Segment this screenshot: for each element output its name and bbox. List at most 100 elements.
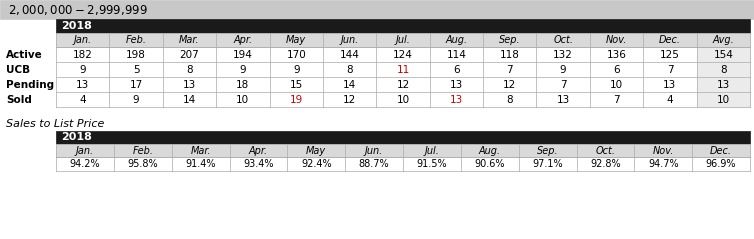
Text: Aug.: Aug. bbox=[479, 146, 501, 156]
Text: Sales to List Price: Sales to List Price bbox=[6, 119, 104, 129]
Text: 18: 18 bbox=[236, 80, 250, 89]
Text: 2018: 2018 bbox=[61, 21, 92, 31]
Text: Jul.: Jul. bbox=[425, 146, 440, 156]
Text: 14: 14 bbox=[343, 80, 356, 89]
Bar bbox=[56, 92, 697, 107]
Text: 13: 13 bbox=[556, 94, 570, 104]
Text: 13: 13 bbox=[449, 94, 463, 104]
Text: 92.8%: 92.8% bbox=[590, 159, 621, 169]
Text: Dec.: Dec. bbox=[710, 146, 732, 156]
Bar bbox=[56, 33, 750, 47]
Text: 19: 19 bbox=[290, 94, 303, 104]
Text: 144: 144 bbox=[340, 49, 360, 60]
Text: Sold: Sold bbox=[6, 94, 32, 104]
Text: 9: 9 bbox=[293, 65, 299, 75]
Text: 90.6%: 90.6% bbox=[474, 159, 505, 169]
Text: 124: 124 bbox=[393, 49, 413, 60]
Text: 8: 8 bbox=[186, 65, 193, 75]
Text: Pending: Pending bbox=[6, 80, 54, 89]
Text: 12: 12 bbox=[343, 94, 356, 104]
Text: Oct.: Oct. bbox=[553, 35, 573, 45]
Text: 91.4%: 91.4% bbox=[185, 159, 216, 169]
Text: 9: 9 bbox=[133, 94, 139, 104]
Text: 92.4%: 92.4% bbox=[301, 159, 332, 169]
Text: May: May bbox=[306, 146, 326, 156]
Text: 154: 154 bbox=[713, 49, 733, 60]
Text: 17: 17 bbox=[130, 80, 143, 89]
Text: 93.4%: 93.4% bbox=[244, 159, 274, 169]
Text: 12: 12 bbox=[503, 80, 516, 89]
Text: 7: 7 bbox=[613, 94, 620, 104]
Text: Mar.: Mar. bbox=[190, 146, 211, 156]
Bar bbox=[697, 77, 750, 92]
Text: 136: 136 bbox=[607, 49, 627, 60]
Text: 13: 13 bbox=[717, 80, 730, 89]
Bar bbox=[56, 144, 750, 157]
Text: 11: 11 bbox=[397, 65, 409, 75]
Bar bbox=[697, 62, 750, 77]
Text: 7: 7 bbox=[667, 65, 673, 75]
Text: 91.5%: 91.5% bbox=[417, 159, 447, 169]
Text: Jan.: Jan. bbox=[74, 35, 92, 45]
Text: 6: 6 bbox=[453, 65, 460, 75]
Text: 15: 15 bbox=[290, 80, 303, 89]
Text: 7: 7 bbox=[507, 65, 513, 75]
Text: $2,000,000 - $2,999,999: $2,000,000 - $2,999,999 bbox=[8, 2, 148, 16]
Bar bbox=[56, 77, 697, 92]
Text: 13: 13 bbox=[76, 80, 89, 89]
Text: 4: 4 bbox=[667, 94, 673, 104]
Text: 10: 10 bbox=[397, 94, 409, 104]
Text: Nov.: Nov. bbox=[652, 146, 674, 156]
Text: 96.9%: 96.9% bbox=[706, 159, 737, 169]
Text: 14: 14 bbox=[182, 94, 196, 104]
Bar bbox=[697, 47, 750, 62]
Text: 13: 13 bbox=[664, 80, 676, 89]
Text: 13: 13 bbox=[182, 80, 196, 89]
Text: 2018: 2018 bbox=[61, 132, 92, 142]
Text: 170: 170 bbox=[287, 49, 306, 60]
Text: 7: 7 bbox=[559, 80, 566, 89]
Text: 8: 8 bbox=[346, 65, 353, 75]
Text: 125: 125 bbox=[660, 49, 680, 60]
Text: Mar.: Mar. bbox=[179, 35, 200, 45]
Text: 118: 118 bbox=[500, 49, 520, 60]
Bar bbox=[56, 62, 697, 77]
Text: 94.2%: 94.2% bbox=[69, 159, 100, 169]
Text: 182: 182 bbox=[72, 49, 93, 60]
Text: 9: 9 bbox=[240, 65, 246, 75]
Text: 12: 12 bbox=[397, 80, 409, 89]
Text: 95.8%: 95.8% bbox=[127, 159, 158, 169]
Text: Feb.: Feb. bbox=[132, 146, 153, 156]
Text: Jul.: Jul. bbox=[396, 35, 410, 45]
Text: Jan.: Jan. bbox=[76, 146, 94, 156]
Text: 132: 132 bbox=[553, 49, 573, 60]
Text: Sep.: Sep. bbox=[499, 35, 520, 45]
Text: 97.1%: 97.1% bbox=[532, 159, 563, 169]
Text: 94.7%: 94.7% bbox=[648, 159, 679, 169]
Text: Jun.: Jun. bbox=[365, 146, 383, 156]
Text: Apr.: Apr. bbox=[249, 146, 268, 156]
Text: 10: 10 bbox=[236, 94, 250, 104]
Text: Dec.: Dec. bbox=[659, 35, 681, 45]
Text: 8: 8 bbox=[507, 94, 513, 104]
Text: 10: 10 bbox=[610, 80, 623, 89]
Bar bbox=[56, 19, 750, 33]
Text: Active: Active bbox=[6, 49, 43, 60]
Text: Oct.: Oct. bbox=[596, 146, 615, 156]
Text: Jun.: Jun. bbox=[341, 35, 359, 45]
Text: May: May bbox=[287, 35, 306, 45]
Text: 10: 10 bbox=[717, 94, 730, 104]
Bar bbox=[697, 92, 750, 107]
Text: 88.7%: 88.7% bbox=[359, 159, 389, 169]
Text: Avg.: Avg. bbox=[713, 35, 734, 45]
Text: Feb.: Feb. bbox=[126, 35, 146, 45]
Bar bbox=[56, 47, 697, 62]
Text: 8: 8 bbox=[720, 65, 727, 75]
Text: Aug.: Aug. bbox=[446, 35, 467, 45]
Text: 5: 5 bbox=[133, 65, 139, 75]
Text: 9: 9 bbox=[79, 65, 86, 75]
Text: 114: 114 bbox=[446, 49, 466, 60]
Text: 198: 198 bbox=[126, 49, 146, 60]
Text: UCB: UCB bbox=[6, 65, 30, 75]
Text: Apr.: Apr. bbox=[233, 35, 253, 45]
